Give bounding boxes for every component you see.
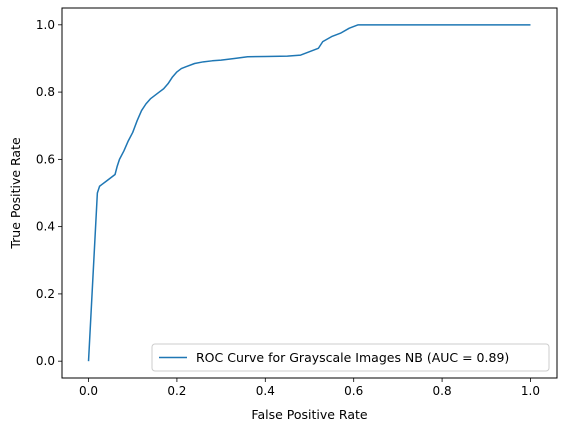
y-tick-label: 0.0	[36, 354, 55, 368]
y-tick-label: 0.2	[36, 287, 55, 301]
x-tick-label: 0.0	[79, 384, 98, 398]
y-tick-label: 0.4	[36, 220, 55, 234]
x-tick-label: 0.2	[167, 384, 186, 398]
legend: ROC Curve for Grayscale Images NB (AUC =…	[151, 343, 550, 372]
legend-box	[151, 343, 550, 372]
series-layer	[87, 24, 531, 362]
plot-frame	[61, 7, 558, 379]
legend-entry: ROC Curve for Grayscale Images NB (AUC =…	[196, 350, 509, 365]
y-tick-label: 0.8	[36, 85, 55, 99]
roc-curve-line	[87, 24, 531, 362]
x-tick-label: 0.8	[433, 384, 452, 398]
y-tick-label: 1.0	[36, 18, 55, 32]
x-axis-label: False Positive Rate	[251, 407, 367, 422]
x-tick-label: 0.6	[344, 384, 363, 398]
x-tick-label: 1.0	[521, 384, 540, 398]
y-axis-label: True Positive Rate	[8, 137, 23, 250]
ticks-layer: 0.0 0.2 0.4 0.6 0.8 1.0 0.0 0.2 0.4 0.6 0.8 1.0	[36, 18, 540, 398]
x-tick-label: 0.4	[256, 384, 275, 398]
y-tick-label: 0.6	[36, 152, 55, 166]
